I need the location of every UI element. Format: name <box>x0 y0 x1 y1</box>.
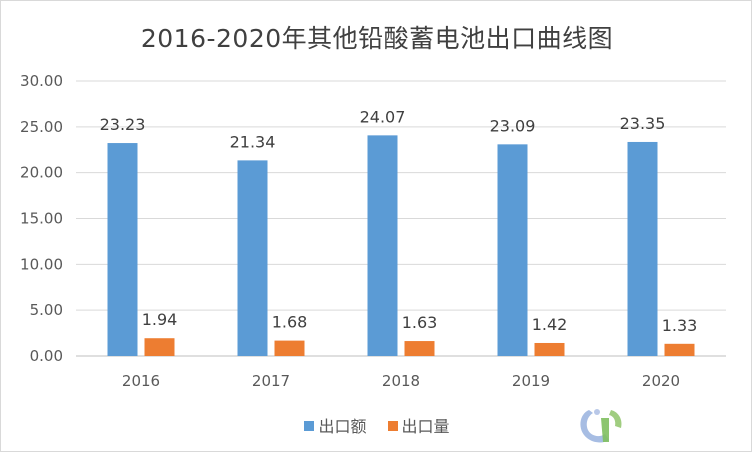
y-tick-label: 30.00 <box>20 72 63 90</box>
bar-series-1-2018 <box>367 135 398 356</box>
x-tick-label: 2017 <box>252 372 290 390</box>
y-tick-label: 15.00 <box>20 210 63 228</box>
data-label-series-1-2020: 23.35 <box>620 114 666 133</box>
bar-series-2-2017 <box>274 340 305 356</box>
data-label-series-2-2019: 1.42 <box>532 315 568 334</box>
bar-series-2-2018 <box>404 341 435 356</box>
legend-label-series-1: 出口额 <box>318 417 367 436</box>
bar-series-2-2019 <box>534 342 565 356</box>
gridlines <box>76 80 726 357</box>
bar-series-1-2020 <box>627 141 658 356</box>
data-label-series-2-2017: 1.68 <box>272 313 308 332</box>
data-labels: 23.23 1.94 21.34 1.68 24.07 1.63 23.09 1.42 23.3… <box>100 107 698 334</box>
legend-item-series-1: 出口额 <box>304 413 366 437</box>
y-tick-label: 10.00 <box>20 255 63 273</box>
x-tick-label: 2020 <box>642 372 680 390</box>
x-tick-label: 2019 <box>512 372 550 390</box>
data-label-series-1-2017: 21.34 <box>230 132 276 151</box>
legend: 出口额 出口量 <box>1 413 752 437</box>
legend-swatch-series-1 <box>304 420 315 431</box>
bar-series-2-2016 <box>144 338 175 356</box>
bars <box>107 135 695 356</box>
bar-series-2-2020 <box>664 343 695 356</box>
y-tick-label: 20.00 <box>20 164 63 182</box>
data-label-series-2-2020: 1.33 <box>662 316 698 335</box>
watermark-logo-icon <box>580 409 622 443</box>
y-tick-label: 5.00 <box>30 301 63 319</box>
x-tick-label: 2018 <box>382 372 420 390</box>
y-axis-ticks: 0.00 5.00 10.00 15.00 20.00 25.00 30.00 <box>20 72 63 365</box>
legend-label-series-2: 出口量 <box>401 417 450 436</box>
bar-series-1-2019 <box>497 144 528 356</box>
data-label-series-1-2016: 23.23 <box>100 115 146 134</box>
y-tick-label: 25.00 <box>20 118 63 136</box>
x-tick-label: 2016 <box>122 372 160 390</box>
bar-series-1-2017 <box>237 160 268 356</box>
legend-swatch-series-2 <box>387 420 398 431</box>
data-label-series-1-2018: 24.07 <box>360 107 406 126</box>
data-label-series-1-2019: 23.09 <box>490 116 536 135</box>
legend-item-series-2: 出口量 <box>387 413 450 437</box>
y-tick-label: 0.00 <box>30 347 63 365</box>
chart-title: 2016-2020年其他铅酸蓄电池出口曲线图 <box>140 24 614 53</box>
data-label-series-2-2016: 1.94 <box>142 310 178 329</box>
x-axis-ticks: 2016 2017 2018 2019 2020 <box>122 372 680 390</box>
bar-series-1-2016 <box>107 143 138 356</box>
data-label-series-2-2018: 1.63 <box>402 313 438 332</box>
